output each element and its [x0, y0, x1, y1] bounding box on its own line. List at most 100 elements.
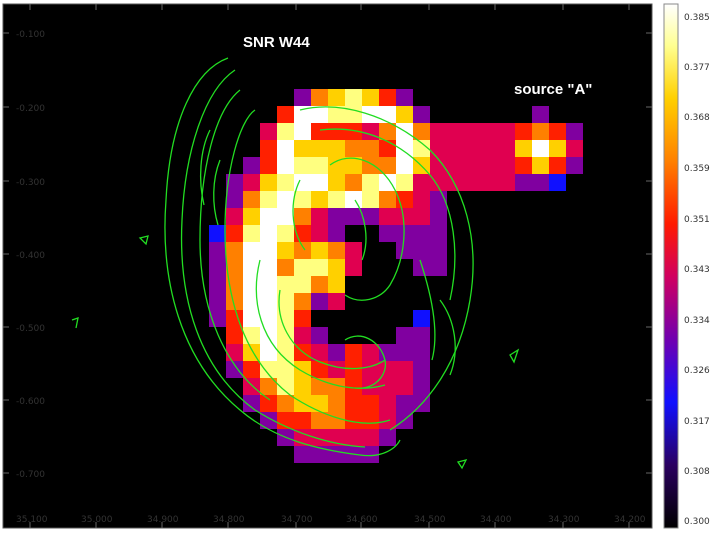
map-pixel	[430, 242, 447, 259]
map-pixel	[294, 446, 311, 463]
map-pixel	[311, 225, 328, 242]
map-pixel	[243, 293, 260, 310]
map-pixel	[260, 140, 277, 157]
map-pixel	[396, 395, 413, 412]
contour-line	[164, 57, 401, 457]
map-pixel	[260, 361, 277, 378]
y-tick-label: -0.200	[16, 104, 45, 114]
map-pixel	[226, 310, 243, 327]
map-pixel	[328, 191, 345, 208]
map-pixel	[362, 361, 379, 378]
map-pixel	[413, 327, 430, 344]
map-pixel	[328, 140, 345, 157]
map-pixel	[328, 293, 345, 310]
map-pixel	[464, 140, 481, 157]
map-pixel	[277, 259, 294, 276]
map-pixel	[209, 293, 226, 310]
map-pixel	[243, 361, 260, 378]
map-pixel	[311, 344, 328, 361]
radio-contours	[71, 57, 520, 470]
map-pixel	[243, 395, 260, 412]
map-pixel	[294, 191, 311, 208]
map-pixel	[413, 259, 430, 276]
map-pixel	[345, 412, 362, 429]
x-tick-label: 34.500	[414, 515, 446, 525]
map-pixel	[396, 89, 413, 106]
map-pixel	[243, 174, 260, 191]
y-tick-label: -0.100	[16, 30, 45, 40]
map-pixel	[464, 157, 481, 174]
map-pixel	[566, 157, 583, 174]
map-pixel	[328, 89, 345, 106]
contour-line	[138, 235, 149, 246]
map-pixel	[243, 225, 260, 242]
map-pixel	[345, 395, 362, 412]
colorbar-label: 0.377	[684, 63, 710, 73]
y-tick-label: -0.600	[16, 397, 45, 407]
colorbar-label: 0.385	[684, 13, 710, 23]
map-pixel	[413, 344, 430, 361]
map-pixel	[226, 225, 243, 242]
map-pixel	[277, 208, 294, 225]
map-pixel	[328, 361, 345, 378]
map-pixel	[311, 174, 328, 191]
map-pixel	[362, 140, 379, 157]
map-pixel	[549, 157, 566, 174]
map-pixel	[379, 174, 396, 191]
contour-line	[278, 289, 386, 370]
map-pixel	[379, 378, 396, 395]
map-pixel	[311, 412, 328, 429]
map-pixel	[294, 89, 311, 106]
map-pixel	[311, 259, 328, 276]
map-pixel	[379, 429, 396, 446]
map-pixel	[277, 344, 294, 361]
map-pixel	[481, 157, 498, 174]
contour-line	[439, 299, 456, 376]
map-pixel	[311, 208, 328, 225]
plot-frame	[2, 3, 653, 529]
map-pixel	[362, 208, 379, 225]
map-pixel	[260, 123, 277, 140]
map-pixel	[328, 259, 345, 276]
map-pixel	[396, 344, 413, 361]
map-pixel	[413, 191, 430, 208]
map-pixel	[209, 259, 226, 276]
x-tick-label: 34.900	[147, 515, 179, 525]
map-pixel	[243, 259, 260, 276]
map-pixel	[277, 276, 294, 293]
map-pixel	[413, 208, 430, 225]
x-tick-label: 34.700	[281, 515, 313, 525]
map-pixel	[311, 140, 328, 157]
map-pixel	[277, 293, 294, 310]
map-pixel	[532, 174, 549, 191]
map-pixel	[260, 378, 277, 395]
snr-w44-label: SNR W44	[243, 34, 310, 51]
map-pixel	[345, 123, 362, 140]
y-tick-label: -0.700	[16, 470, 45, 480]
map-pixel	[413, 140, 430, 157]
map-pixel	[345, 106, 362, 123]
map-pixel	[413, 310, 430, 327]
map-pixel	[447, 174, 464, 191]
map-pixel	[498, 123, 515, 140]
contour-line	[292, 179, 306, 251]
map-pixel	[379, 140, 396, 157]
map-pixel	[379, 191, 396, 208]
map-pixel	[226, 174, 243, 191]
map-pixel	[294, 361, 311, 378]
map-pixel	[447, 123, 464, 140]
map-pixel	[243, 327, 260, 344]
map-pixel	[498, 174, 515, 191]
map-pixel	[430, 157, 447, 174]
map-pixel	[226, 293, 243, 310]
map-pixel	[226, 242, 243, 259]
colorbar-label: 0.317	[684, 417, 710, 427]
map-pixel	[328, 395, 345, 412]
map-pixel	[498, 157, 515, 174]
contour-line	[199, 89, 271, 401]
map-pixel	[260, 327, 277, 344]
map-pixel	[260, 225, 277, 242]
map-pixel	[549, 174, 566, 191]
map-pixel	[311, 361, 328, 378]
map-pixel	[362, 446, 379, 463]
